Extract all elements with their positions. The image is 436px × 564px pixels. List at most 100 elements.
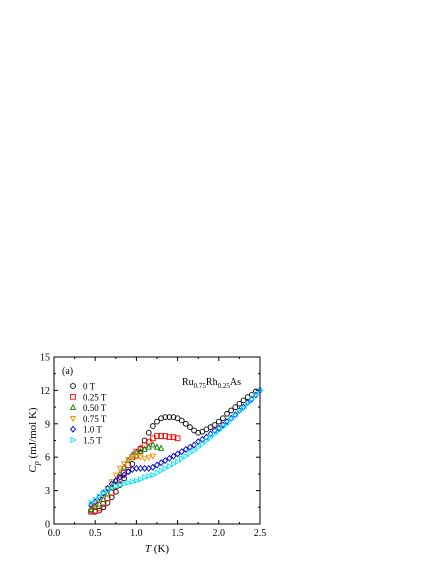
data-point-0-75-t (116, 465, 124, 473)
data-point-1-0-t (195, 438, 202, 446)
data-point-0-t (211, 422, 218, 428)
data-point-0-50-t (149, 441, 157, 448)
data-point-1-0-t (191, 441, 198, 449)
data-point-1-5-t (88, 499, 95, 506)
data-point-0-75-t (120, 461, 128, 468)
y-axis-label: Cp (mJ/mol K) (27, 407, 41, 472)
y-tick-label: 12 (40, 386, 50, 397)
data-point-1-0-t (182, 445, 189, 453)
data-point-1-0-t (154, 461, 160, 469)
data-point-0-t (150, 423, 156, 429)
legend-label-0-75-t: 0.75 T (83, 414, 107, 424)
legend-marker-0-75-t (69, 415, 77, 423)
data-point-0-t (224, 410, 230, 417)
data-point-1-0-t (224, 418, 231, 426)
data-point-0-50-t (133, 448, 140, 456)
data-point-0-50-t (153, 443, 161, 450)
legend-label-0-50-t: 0.50 T (83, 403, 107, 413)
data-point-0-t (187, 424, 193, 430)
data-point-0-t (220, 415, 226, 422)
data-point-0-75-t (141, 455, 148, 463)
data-point-1-5-t (191, 447, 198, 454)
panel-label: (a) (62, 366, 73, 377)
data-point-0-50-t (100, 495, 107, 502)
data-point-0-75-t (125, 456, 132, 464)
data-point-1-5-t (203, 437, 211, 444)
data-point-1-0-t (158, 459, 165, 467)
data-point-1-0-t (207, 430, 214, 438)
tick-labels: 0.0 0.5 1.0 1.5 2.0 2.5 0 3 6 9 12 15 (40, 353, 266, 540)
data-point-0-t (145, 429, 152, 436)
data-point-1-5-t (208, 434, 215, 441)
data-point-1-0-t (178, 448, 185, 456)
data-point-0-50-t (129, 451, 136, 458)
data-point-1-0-t (149, 463, 156, 471)
data-point-1-5-t (224, 420, 231, 427)
data-point-1-5-t (245, 400, 252, 407)
data-point-1-0-t (162, 457, 169, 465)
data-point-1-5-t (175, 458, 182, 465)
data-point-1-5-t (105, 487, 112, 494)
data-point-1-5-t (232, 412, 240, 420)
data-point-1-5-t (154, 469, 161, 476)
data-point-1-5-t (216, 427, 223, 434)
data-point-1-5-t (199, 440, 207, 447)
data-point-0-t (112, 488, 119, 495)
data-point-0-25-t (162, 433, 169, 439)
data-point-0-75-t (87, 504, 95, 512)
data-point-0-25-t (158, 433, 164, 439)
data-point-0-50-t (112, 476, 119, 484)
data-point-0-25-t (154, 433, 160, 439)
y-tick-label: 6 (45, 453, 50, 464)
data-marks (87, 386, 264, 515)
data-point-0-50-t (137, 447, 144, 455)
data-point-0-75-t (92, 501, 99, 508)
data-point-1-5-t (92, 496, 100, 503)
legend-marker-0-25-t (70, 393, 76, 400)
x-tick-label: 1.5 (171, 528, 184, 539)
legend: 0 T0.25 T0.50 T0.75 T1.0 T1.5 T (69, 382, 107, 446)
data-point-0-75-t (145, 454, 152, 462)
y-tick-label: 15 (40, 353, 50, 364)
y-tick-label: 3 (45, 486, 50, 497)
data-point-0-25-t (108, 489, 115, 496)
x-tick-label: 2.5 (254, 528, 267, 539)
data-point-0-75-t (149, 453, 157, 460)
data-point-1-5-t (150, 471, 157, 479)
data-point-1-5-t (166, 462, 174, 470)
data-point-0-50-t (141, 445, 148, 452)
data-point-1-5-t (228, 416, 235, 423)
data-point-0-75-t (112, 472, 119, 479)
data-point-1-5-t (212, 430, 219, 437)
legend-label-0-25-t: 0.25 T (83, 392, 107, 402)
data-point-1-0-t (104, 484, 111, 492)
data-point-1-5-t (113, 483, 120, 490)
data-point-0-75-t (137, 454, 144, 462)
data-point-0-50-t (104, 490, 111, 497)
data-point-0-t (232, 404, 239, 410)
data-point-1-0-t (174, 450, 181, 458)
data-point-1-0-t (116, 473, 123, 481)
data-point-1-0-t (211, 426, 218, 434)
data-point-1-5-t (142, 474, 149, 481)
data-point-0-t (228, 407, 235, 414)
data-point-1-5-t (220, 424, 227, 431)
data-point-1-5-t (125, 479, 132, 486)
data-point-1-5-t (100, 489, 108, 496)
data-point-1-0-t (125, 468, 132, 476)
data-point-1-5-t (253, 391, 260, 398)
data-point-1-0-t (112, 477, 119, 485)
data-point-1-0-t (203, 433, 210, 441)
legend-label-1-0-t: 1.0 T (83, 425, 102, 435)
data-point-0-50-t (92, 503, 99, 510)
data-point-0-t (154, 418, 160, 425)
data-point-0-t (240, 397, 247, 404)
data-point-1-0-t (121, 471, 128, 479)
data-point-1-0-t (186, 443, 193, 451)
data-point-1-0-t (137, 464, 144, 472)
data-point-0-75-t (129, 454, 136, 462)
legend-label-1-5-t: 1.5 T (83, 436, 102, 446)
legend-marker-0-50-t (69, 403, 77, 411)
data-point-1-0-t (141, 464, 148, 472)
y-tick-label: 0 (45, 520, 50, 531)
